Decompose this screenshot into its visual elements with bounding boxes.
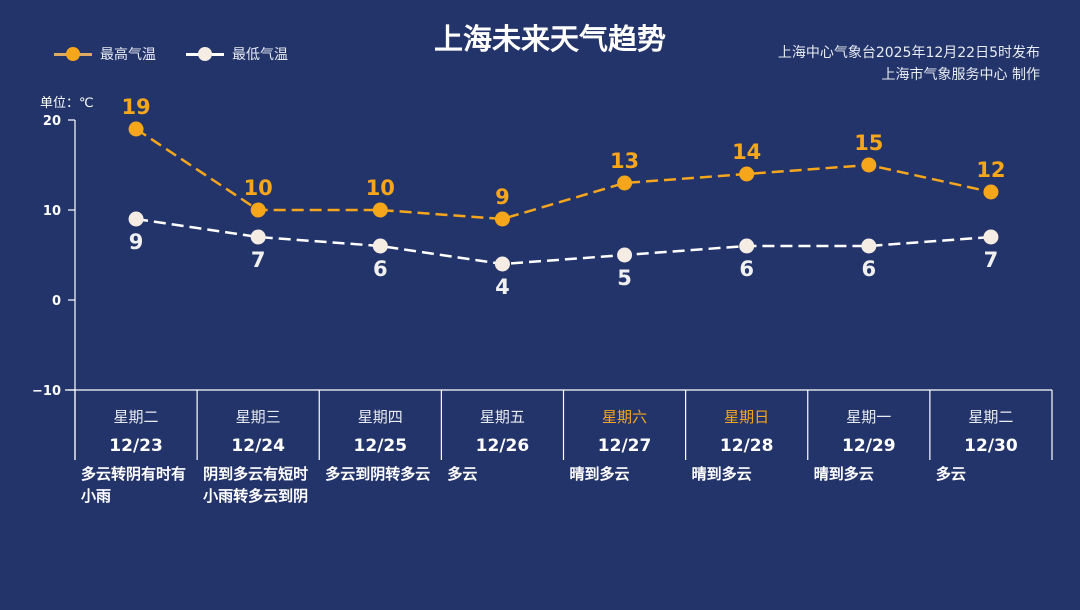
high-temp-point xyxy=(250,202,266,218)
high-temp-point xyxy=(128,121,144,137)
weather-description: 晴到多云 xyxy=(813,465,874,483)
high-temp-label: 15 xyxy=(854,131,883,155)
high-temp-point xyxy=(983,184,999,200)
legend-low-marker-icon xyxy=(186,44,224,64)
date-label: 12/28 xyxy=(720,436,774,456)
y-tick-label: 10 xyxy=(43,204,61,219)
date-label: 12/23 xyxy=(109,436,163,456)
weekday-label: 星期一 xyxy=(846,408,891,426)
y-tick-label: −10 xyxy=(32,384,61,399)
high-temp-line xyxy=(135,127,992,221)
legend-high-label: 最高气温 xyxy=(100,47,156,63)
weekday-label: 星期三 xyxy=(236,408,281,426)
weekday-label: 星期五 xyxy=(480,408,525,426)
y-tick-label: 20 xyxy=(43,114,61,129)
low-temp-label: 6 xyxy=(739,257,754,281)
low-temp-point xyxy=(983,229,999,245)
high-temp-label: 19 xyxy=(121,95,150,119)
low-temp-label: 7 xyxy=(251,248,266,272)
low-temp-label: 6 xyxy=(862,257,877,281)
source-line-2: 上海市气象服务中心 制作 xyxy=(881,67,1040,83)
legend-high: 最高气温 xyxy=(54,44,156,64)
high-temp-label: 14 xyxy=(732,140,761,164)
high-temp-label: 10 xyxy=(366,176,395,200)
low-temp-point xyxy=(861,238,877,254)
low-temp-label: 6 xyxy=(373,257,388,281)
date-label: 12/26 xyxy=(476,436,530,456)
low-temp-label: 9 xyxy=(129,230,144,254)
low-temp-label: 7 xyxy=(984,248,999,272)
high-temp-label: 10 xyxy=(244,176,273,200)
weather-description: 多云 xyxy=(935,465,966,483)
low-temp-point xyxy=(494,256,510,272)
date-label: 12/29 xyxy=(842,436,896,456)
date-label: 12/24 xyxy=(231,436,285,456)
weekday-label: 星期六 xyxy=(602,408,647,426)
low-temp-point xyxy=(739,238,755,254)
date-label: 12/25 xyxy=(354,436,408,456)
low-temp-point xyxy=(250,229,266,245)
low-temp-label: 5 xyxy=(617,266,632,290)
legend-low: 最低气温 xyxy=(186,44,288,64)
weather-description: 多云转阴有时有小雨 xyxy=(81,465,187,505)
weather-description: 多云 xyxy=(447,465,478,483)
weekday-label: 星期日 xyxy=(724,408,769,426)
low-temp-point xyxy=(617,247,633,263)
weather-description: 晴到多云 xyxy=(691,465,752,483)
low-temp-point xyxy=(372,238,388,254)
y-tick-label: 0 xyxy=(52,294,61,309)
legend-high-marker-icon xyxy=(54,44,92,64)
low-temp-label: 4 xyxy=(495,275,510,299)
unit-label: 单位：℃ xyxy=(40,96,94,111)
chart-title: 上海未来天气趋势 xyxy=(433,22,666,56)
date-label: 12/27 xyxy=(598,436,652,456)
high-temp-point xyxy=(494,211,510,227)
legend-low-label: 最低气温 xyxy=(232,47,288,63)
low-temp-point xyxy=(128,211,144,227)
weekday-label: 星期二 xyxy=(114,408,159,426)
high-temp-point xyxy=(372,202,388,218)
weather-description: 多云到阴转多云 xyxy=(325,465,431,483)
high-temp-label: 9 xyxy=(495,185,510,209)
source-line-1: 上海中心气象台2025年12月22日5时发布 xyxy=(777,45,1040,61)
high-temp-point xyxy=(739,166,755,182)
weekday-label: 星期四 xyxy=(358,408,403,426)
weekday-label: 星期二 xyxy=(968,408,1013,426)
high-temp-label: 13 xyxy=(610,149,639,173)
high-temp-point xyxy=(617,175,633,191)
high-temp-point xyxy=(861,157,877,173)
high-temp-label: 12 xyxy=(976,158,1005,182)
date-label: 12/30 xyxy=(964,436,1018,456)
weather-description: 阴到多云有短时小雨转多云到阴 xyxy=(203,465,309,505)
weather-description: 晴到多云 xyxy=(569,465,630,483)
